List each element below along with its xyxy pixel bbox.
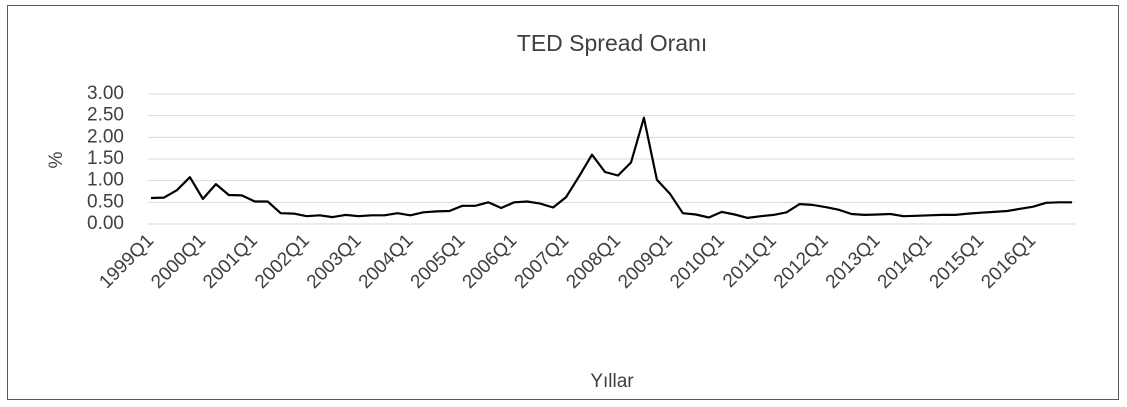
x-axis-label: Yıllar xyxy=(590,371,634,392)
y-tick-label: 2.00 xyxy=(87,126,124,147)
y-tick-label: 1.00 xyxy=(87,170,124,191)
y-tick-label: 1.50 xyxy=(87,148,124,169)
y-tick-label: 0.50 xyxy=(87,191,124,212)
data-line xyxy=(150,116,1072,219)
chart-title: TED Spread Oranı xyxy=(517,30,707,56)
y-tick-label: 0.00 xyxy=(87,213,124,234)
y-tick-label: 3.00 xyxy=(87,83,124,104)
y-axis-label: % xyxy=(46,151,67,168)
y-tick-label: 2.50 xyxy=(87,105,124,126)
